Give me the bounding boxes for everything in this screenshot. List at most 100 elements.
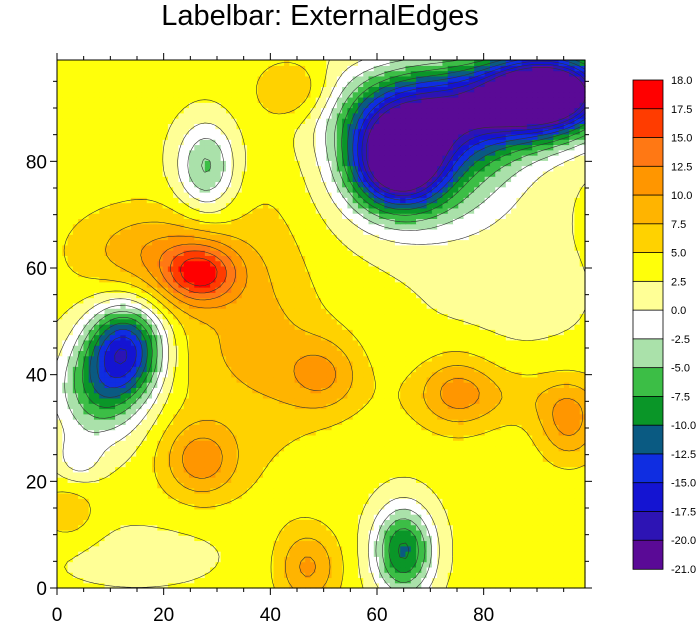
contour-cell bbox=[231, 419, 238, 425]
contour-cell bbox=[442, 461, 449, 468]
contour-cell bbox=[526, 545, 533, 552]
contour-cell bbox=[553, 487, 560, 494]
contour-cell bbox=[405, 508, 412, 515]
contour-cell bbox=[62, 397, 69, 404]
contour-cell bbox=[215, 566, 222, 573]
contour-cell bbox=[257, 540, 264, 547]
contour-cell bbox=[400, 519, 407, 526]
contour-cell bbox=[57, 445, 63, 452]
contour-cell bbox=[357, 519, 364, 526]
contour-cell bbox=[363, 440, 370, 447]
contour-cell bbox=[189, 519, 195, 526]
contour-cell bbox=[109, 392, 116, 399]
contour-cell bbox=[310, 408, 317, 415]
contour-cell bbox=[210, 387, 216, 394]
contour-cell bbox=[442, 397, 449, 404]
contour-cell bbox=[294, 345, 301, 351]
contour-cell bbox=[526, 482, 533, 489]
contour-cell bbox=[194, 514, 201, 520]
contour-cell bbox=[72, 519, 79, 526]
contour-cell bbox=[104, 551, 111, 557]
contour-cell bbox=[173, 334, 180, 341]
contour-cell bbox=[241, 545, 248, 552]
contour-cell bbox=[78, 355, 84, 362]
contour-cell bbox=[257, 366, 264, 373]
contour-cell bbox=[120, 334, 127, 341]
contour-cell bbox=[410, 419, 417, 425]
contour-cell bbox=[78, 456, 84, 462]
contour-cell bbox=[368, 324, 375, 330]
contour-cell bbox=[268, 424, 275, 431]
contour-cell bbox=[400, 477, 407, 483]
contour-cell bbox=[563, 551, 570, 557]
contour-cell bbox=[152, 445, 158, 452]
contour-cell bbox=[347, 471, 354, 478]
contour-cell bbox=[431, 334, 438, 341]
contour-cell bbox=[500, 424, 507, 431]
contour-cell bbox=[83, 329, 90, 336]
contour-cell bbox=[400, 524, 407, 531]
contour-cell bbox=[315, 403, 322, 410]
contour-cell bbox=[347, 498, 354, 505]
contour-cell bbox=[500, 529, 507, 536]
contour-cell bbox=[262, 329, 269, 336]
contour-cell bbox=[442, 419, 449, 425]
contour-cell bbox=[326, 461, 333, 468]
contour-cell bbox=[252, 487, 259, 494]
contour-cell bbox=[199, 545, 206, 552]
contour-cell bbox=[495, 577, 502, 584]
contour-cell bbox=[394, 498, 401, 505]
contour-cell bbox=[273, 566, 280, 573]
contour-cell bbox=[72, 492, 79, 499]
contour-cell bbox=[421, 566, 428, 573]
contour-cell bbox=[294, 540, 301, 547]
contour-cell bbox=[57, 440, 63, 447]
contour-cell bbox=[532, 434, 539, 441]
contour-cell bbox=[505, 487, 512, 494]
contour-cell bbox=[220, 440, 227, 447]
contour-cell bbox=[384, 324, 391, 330]
contour-cell bbox=[83, 397, 90, 404]
contour-cell bbox=[542, 482, 549, 489]
contour-cell bbox=[204, 561, 211, 568]
contour-cell bbox=[257, 487, 264, 494]
contour-cell bbox=[167, 492, 174, 499]
contour-cell bbox=[516, 471, 523, 478]
contour-cell bbox=[204, 382, 211, 388]
contour-cell bbox=[83, 487, 90, 494]
contour-cell bbox=[548, 408, 554, 415]
contour-cell bbox=[62, 360, 69, 367]
contour-cell bbox=[257, 434, 264, 441]
contour-cell bbox=[273, 545, 280, 552]
contour-cell bbox=[141, 540, 148, 547]
contour-cell bbox=[553, 519, 560, 526]
contour-cell bbox=[379, 572, 385, 579]
contour-cell bbox=[215, 429, 222, 436]
contour-cell bbox=[225, 350, 232, 357]
contour-cell bbox=[204, 466, 211, 473]
contour-cell bbox=[310, 551, 317, 557]
contour-cell bbox=[363, 461, 370, 468]
contour-cell bbox=[173, 561, 180, 568]
contour-cell bbox=[474, 350, 480, 357]
contour-cell bbox=[521, 387, 528, 394]
contour-cell bbox=[357, 582, 364, 589]
contour-cell bbox=[220, 387, 227, 394]
contour-cell bbox=[115, 450, 121, 457]
contour-cell bbox=[532, 355, 539, 362]
contour-cell bbox=[479, 339, 486, 346]
contour-cell bbox=[484, 519, 491, 526]
contour-cell bbox=[310, 366, 317, 373]
contour-cell bbox=[563, 408, 570, 415]
contour-cell bbox=[484, 545, 491, 552]
contour-cell bbox=[225, 387, 232, 394]
contour-cell bbox=[431, 419, 438, 425]
contour-cell bbox=[78, 566, 84, 573]
contour-cell bbox=[405, 582, 412, 589]
contour-cell bbox=[563, 382, 570, 388]
contour-cell bbox=[331, 477, 338, 483]
contour-cell bbox=[453, 577, 459, 584]
contour-cell bbox=[173, 556, 180, 563]
contour-cell bbox=[173, 508, 180, 515]
contour-cell bbox=[278, 387, 285, 394]
